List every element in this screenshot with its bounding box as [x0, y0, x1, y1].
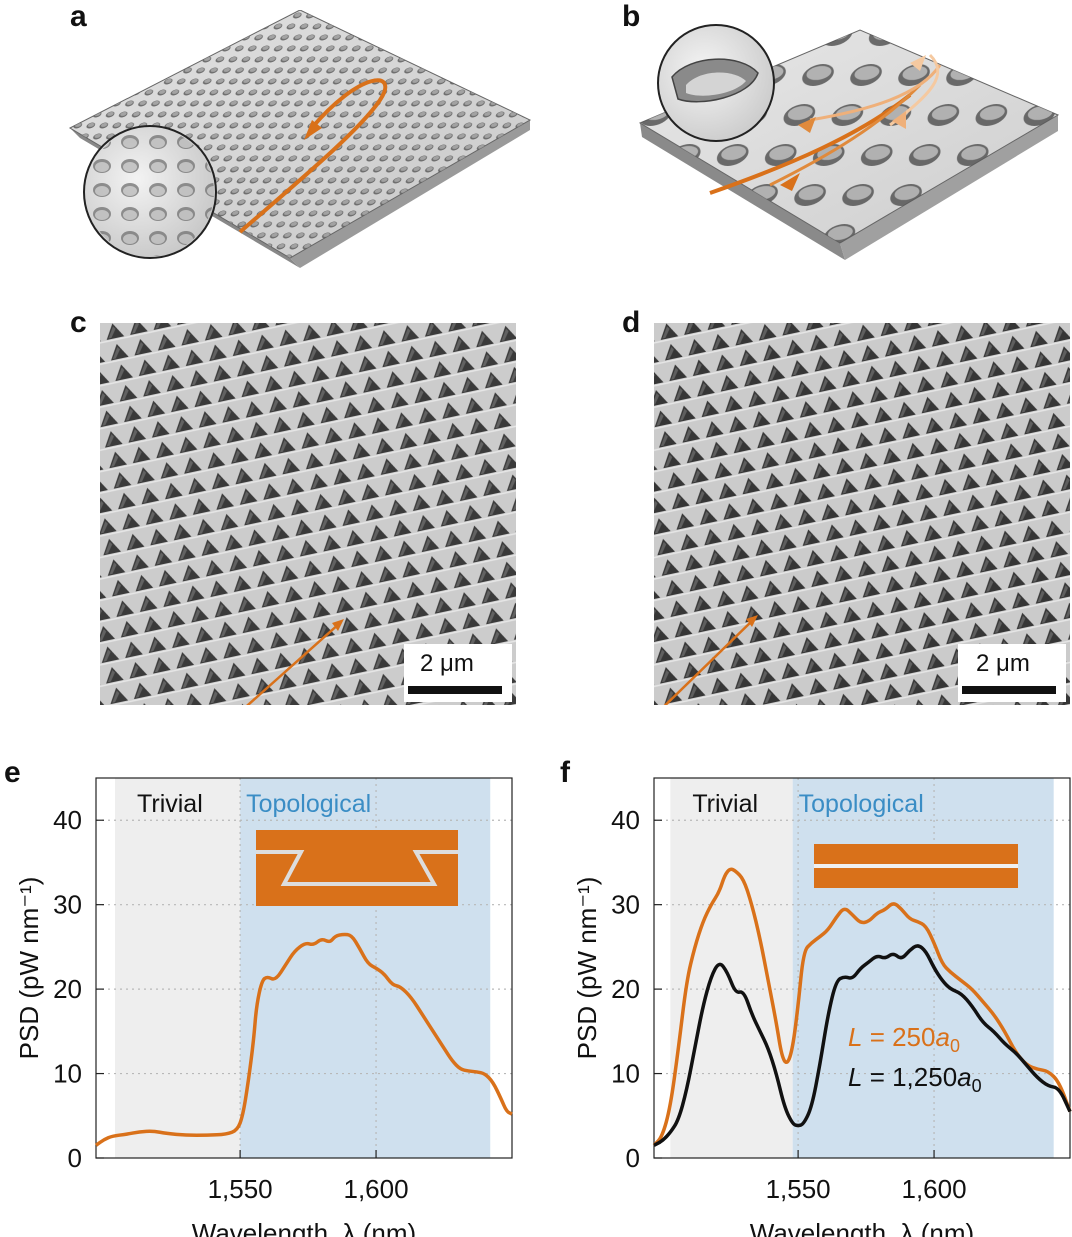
- panel-letter-e: e: [4, 756, 21, 789]
- light-path-a: [238, 78, 388, 234]
- region-label-trivial: Trivial: [137, 790, 203, 818]
- region-label-topological: Topological: [799, 790, 924, 818]
- legend-var: L: [848, 1062, 862, 1092]
- y-tick-label: 10: [611, 1059, 640, 1089]
- entry-arrow-d: [663, 618, 755, 705]
- scalebar-line-c: [408, 686, 502, 694]
- y-axis-label: PSD (pW nm⁻¹): [572, 877, 602, 1060]
- y-tick-label: 30: [53, 890, 82, 920]
- y-tick-label: 0: [68, 1143, 82, 1173]
- panel-letter-b: b: [622, 0, 641, 33]
- bent-waveguide-path: [256, 850, 458, 886]
- panel-d-sem-image: [654, 323, 1070, 705]
- region-topological: [792, 778, 1054, 1158]
- scalebar-label-c: 2 μm: [420, 650, 474, 677]
- x-tick-label: 1,550: [208, 1174, 273, 1204]
- y-tick-label: 20: [53, 974, 82, 1004]
- light-path-b3: [809, 64, 942, 122]
- panel-letter-a: a: [70, 0, 87, 33]
- y-tick-label: 30: [611, 890, 640, 920]
- legend-entry-0: L = 250a0: [848, 1022, 960, 1056]
- region-label-trivial: Trivial: [692, 790, 758, 818]
- panel-b-illustration: [638, 24, 1060, 260]
- legend-sub: 0: [950, 1036, 960, 1056]
- x-axis-label: Wavelength, λ (nm): [750, 1218, 974, 1237]
- x-tick-label: 1,600: [902, 1174, 967, 1204]
- scalebar-label-d: 2 μm: [976, 650, 1030, 677]
- chart-f: Trivial Topological 0 10 20 30 40 1,550 1,600 Wav…: [572, 777, 1072, 1237]
- legend-sub: 0: [972, 1076, 982, 1096]
- x-tick-label: 1,600: [344, 1174, 409, 1204]
- region-label-topological: Topological: [246, 790, 371, 818]
- plot-frame: [95, 777, 513, 1159]
- series-line-0: [94, 932, 513, 1147]
- legend-entry-1: L = 1,250a0: [848, 1062, 982, 1096]
- y-tick-label: 0: [626, 1143, 640, 1173]
- y-tick-label: 40: [611, 805, 640, 835]
- light-path-b2: [769, 83, 922, 187]
- region-trivial: [115, 778, 241, 1158]
- panel-letter-f: f: [560, 756, 570, 789]
- legend-eq: = 250: [862, 1022, 935, 1052]
- panel-c-sem-image: [100, 323, 516, 705]
- legend-a: a: [957, 1062, 971, 1092]
- x-axis-label: Wavelength, λ (nm): [192, 1218, 416, 1237]
- series-line-1: [653, 944, 1072, 1147]
- panel-letter-d: d: [622, 306, 641, 339]
- series-line-0: [652, 867, 1072, 1147]
- legend-var: L: [848, 1022, 862, 1052]
- chart-e: Trivial Topological 0 10 20 30 40 1,550 1,600 Wav…: [14, 777, 513, 1237]
- y-tick-label: 10: [53, 1059, 82, 1089]
- y-tick-label: 20: [611, 974, 640, 1004]
- light-path-b1: [709, 93, 912, 195]
- legend-eq: = 1,250: [862, 1062, 957, 1092]
- panel-letter-c: c: [70, 306, 87, 339]
- scalebar-line-d: [962, 686, 1056, 694]
- y-tick-label: 40: [53, 805, 82, 835]
- entry-arrow-c: [246, 622, 341, 705]
- waveguide-inset: [256, 830, 458, 906]
- plot-frame: [653, 777, 1071, 1159]
- y-axis-label: PSD (pW nm⁻¹): [14, 877, 44, 1060]
- panel-a-illustration: [68, 10, 532, 268]
- legend-a: a: [935, 1022, 949, 1052]
- x-tick-label: 1,550: [766, 1174, 831, 1204]
